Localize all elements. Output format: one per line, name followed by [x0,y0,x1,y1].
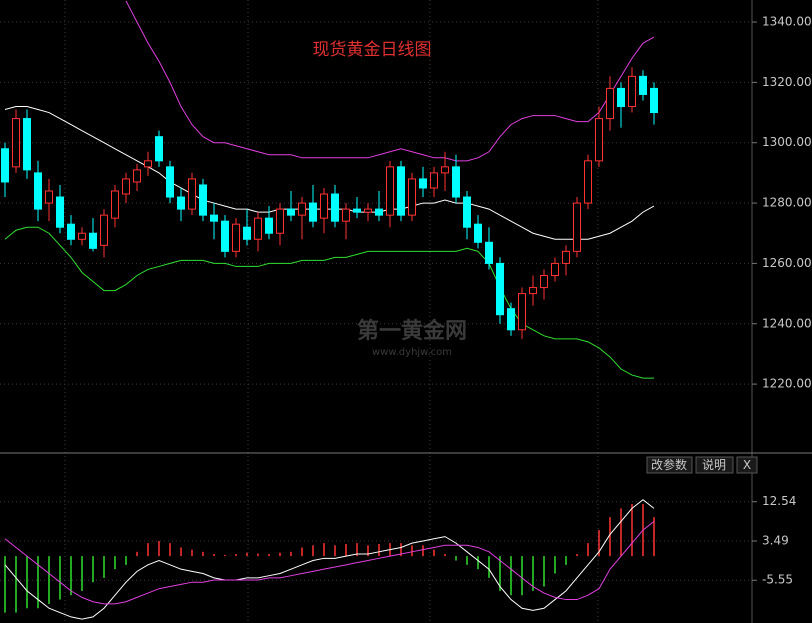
candle-body [628,75,636,108]
y-tick-label: 1260.00 [762,256,812,270]
button[interactable] [646,456,693,474]
line-series [4,106,655,240]
candle-body [276,208,284,234]
candle-body [485,241,493,264]
candle-body [89,232,97,249]
candle-body [199,184,207,216]
candle-body [78,232,86,240]
candle-body [540,274,548,289]
y-tick-label: 1280.00 [762,196,812,210]
candle-body [177,196,185,210]
candle-body [397,166,405,216]
candle-body [1,148,9,183]
candle-body [408,178,416,216]
candle-body [518,293,526,331]
candle-body [430,172,438,189]
candle-body [309,202,317,222]
plot-area [4,499,655,620]
candle-body [232,223,240,252]
line-series [4,499,655,620]
candle-body [595,118,603,162]
button[interactable] [695,456,734,474]
candle-body [111,190,119,219]
candle-body [188,178,196,210]
buttons: 改参数 说明 X [646,456,758,474]
candle-body [584,160,592,204]
plot-area [1,0,658,379]
candle-body [441,166,449,174]
y-tick-label: 1220.00 [762,377,812,391]
button-label[interactable]: X [743,458,751,472]
y-tick-label: 1340.00 [762,15,812,29]
y-tick-label: 1240.00 [762,316,812,330]
y-tick-label: 12.54 [762,494,796,508]
candle-body [12,118,20,168]
candle-body [56,196,64,228]
candle-body [617,87,625,108]
candle-body [364,208,372,213]
candle-body [287,208,295,216]
candle-body [452,166,460,198]
button[interactable] [736,456,758,474]
chart-title: 现货黄金日线图 [313,40,432,60]
candle-body [606,87,614,120]
y-tick-label: 3.49 [762,533,789,547]
candle-body [386,166,394,216]
candle-body [45,190,53,204]
button-label[interactable]: 改参数 [651,457,687,472]
candle-body [23,118,31,171]
candle-body [133,169,141,183]
candle-body [144,160,152,168]
candle-body [551,262,559,276]
candle-body [221,220,229,252]
candle-body [562,250,570,264]
candle-body [573,202,581,252]
candle-body [265,217,273,234]
candle-body [463,196,471,228]
candle-body [34,172,42,210]
watermark-url: www.dyhjw.com [372,347,452,358]
candle-body [166,166,174,198]
candle-body [298,202,306,216]
candle-body [474,223,482,243]
candle-body [342,208,350,222]
candle-body [243,226,251,240]
candle-body [331,193,339,222]
y-tick-label: 1300.00 [762,135,812,149]
candle-body [639,75,647,95]
candle-body [100,214,108,246]
candle-body [122,178,130,195]
candle-body [210,214,218,222]
watermark: 第一黄金网 [357,318,467,344]
y-tick-label: 1320.00 [762,75,812,89]
line-series [4,226,654,379]
line-series [125,0,655,162]
button-label[interactable]: 说明 [702,457,726,472]
candle-body [419,178,427,189]
line-series [4,521,655,605]
candle-body [155,136,163,162]
candle-body [650,87,658,114]
candle-body [529,287,537,295]
candle-body [507,308,515,331]
y-tick-label: -5.55 [762,573,793,587]
candle-body [67,223,75,240]
candle-body [320,193,328,219]
candle-body [375,208,383,216]
candle-body [254,217,262,240]
candle-body [496,262,504,316]
candle-body [353,208,361,213]
